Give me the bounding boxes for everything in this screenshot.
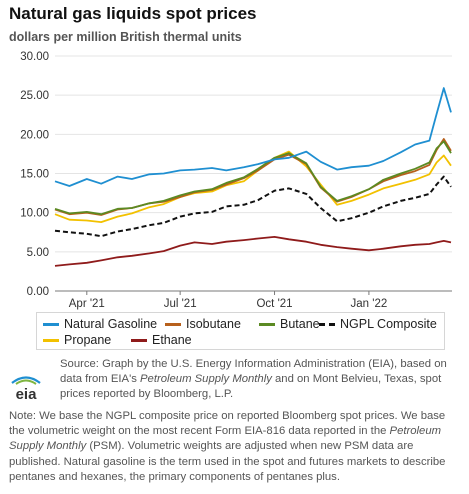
- legend-label-propane: Propane: [64, 333, 112, 347]
- legend-swatch-ngpl-composite: [319, 322, 335, 326]
- legend-item-butane: Butane: [259, 317, 320, 331]
- legend-swatch-natural-gasoline: [43, 322, 59, 326]
- y-tick-label: 20.00: [20, 129, 49, 141]
- y-tick-label: 25.00: [20, 90, 49, 102]
- legend-item-ethane: Ethane: [131, 333, 192, 347]
- note-publication: Petroleum Supply Monthly: [9, 425, 442, 453]
- legend-swatch-propane: [43, 338, 59, 342]
- series-line-butane: [54, 140, 452, 216]
- chart-title: Natural gas liquids spot prices: [9, 4, 257, 23]
- source-text: Source: Graph by the U.S. Energy Informa…: [60, 357, 460, 403]
- y-tick-label: 10.00: [20, 208, 49, 220]
- note-text: Note: We base the NGPL composite price o…: [9, 409, 461, 485]
- chart-legend: Natural Gasoline Isobutane Butane NGPL C…: [36, 312, 445, 350]
- y-tick-label: 15.00: [20, 169, 49, 181]
- series-line-natural-gasoline: [54, 87, 452, 187]
- legend-item-ngpl-composite: NGPL Composite: [319, 317, 437, 331]
- y-tick-label: 0.00: [27, 286, 49, 298]
- x-tick-label: Oct '21: [256, 298, 292, 310]
- x-tick-label: Jan '22: [351, 298, 388, 310]
- series-line-ethane: [54, 235, 452, 267]
- x-tick-label: Apr '21: [69, 298, 105, 310]
- source-suffix: and on Mont Belvieu, Texas, spot prices …: [60, 373, 442, 401]
- legend-swatch-isobutane: [165, 322, 181, 326]
- x-tick-label: Jul '21: [164, 298, 197, 310]
- logo-text: eia: [16, 386, 38, 402]
- y-tick-label: 5.00: [27, 247, 49, 259]
- chart-subtitle: dollars per million British thermal unit…: [9, 30, 242, 44]
- legend-label-ethane: Ethane: [152, 333, 192, 347]
- legend-swatch-butane: [259, 322, 275, 326]
- logo-arc-inner: [15, 379, 37, 385]
- legend-label-natural-gasoline: Natural Gasoline: [64, 317, 158, 331]
- line-chart: 0.00 5.00 10.00 15.00 20.00 25.00 30.00 Apr '21…: [20, 51, 452, 310]
- note-part1: Note: We base the NGPL composite price o…: [9, 410, 446, 438]
- y-tick-label: 30.00: [20, 51, 49, 63]
- legend-swatch-ethane: [131, 338, 147, 342]
- source-publication: Petroleum Supply Monthly: [140, 373, 272, 386]
- note-part2: (PSM). Volumetric weights are adjusted w…: [9, 440, 446, 483]
- legend-label-ngpl-composite: NGPL Composite: [340, 317, 437, 331]
- source-prefix: Source: Graph by the U.S. Energy Informa…: [60, 358, 447, 386]
- series-line-ngpl-composite: [54, 175, 452, 238]
- eia-logo-icon: eia: [11, 376, 41, 402]
- legend-label-butane: Butane: [280, 317, 320, 331]
- legend-label-isobutane: Isobutane: [186, 317, 241, 331]
- legend-item-isobutane: Isobutane: [165, 317, 241, 331]
- legend-item-propane: Propane: [43, 333, 111, 347]
- logo-arc-outer: [11, 376, 41, 384]
- legend-item-natural-gasoline: Natural Gasoline: [43, 317, 157, 331]
- series-line-propane: [54, 150, 452, 224]
